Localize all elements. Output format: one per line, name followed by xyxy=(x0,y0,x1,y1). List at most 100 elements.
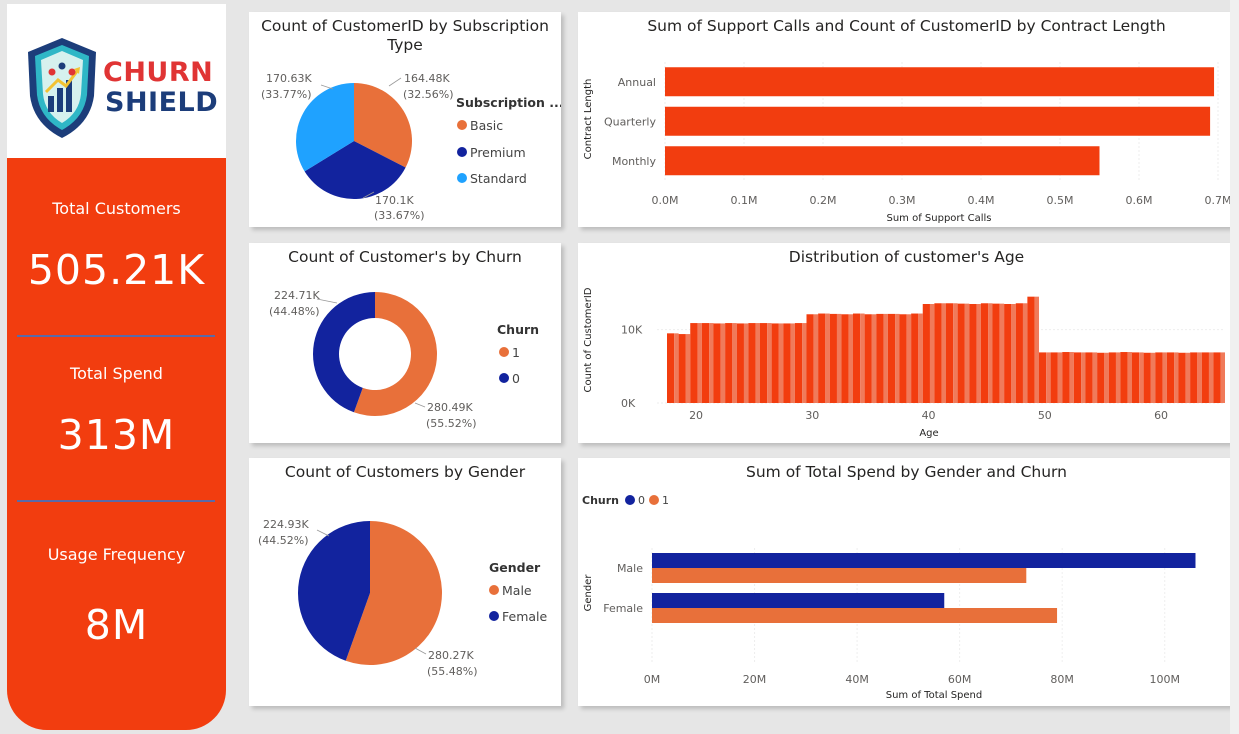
age-x-axis-title: Age xyxy=(919,428,938,439)
age-bar-gap xyxy=(778,323,784,403)
legend-item-churn0[interactable]: 0 xyxy=(512,371,520,386)
pie-slice-churn0[interactable] xyxy=(313,292,375,413)
window-edge xyxy=(1230,0,1239,734)
contract-x-axis-title: Sum of Support Calls xyxy=(886,213,991,224)
bar-annual[interactable] xyxy=(665,67,1215,97)
pie-slice-standard[interactable] xyxy=(296,83,354,172)
age-bar[interactable] xyxy=(934,303,942,403)
age-bar[interactable] xyxy=(667,333,675,403)
pie-slice-female[interactable] xyxy=(297,521,370,661)
age-bar[interactable] xyxy=(1143,352,1151,403)
age-bar[interactable] xyxy=(678,334,686,403)
legend-item-premium[interactable]: Premium xyxy=(470,145,526,160)
legend-item-male[interactable]: Male xyxy=(502,583,532,598)
age-bar-gap xyxy=(1046,352,1051,403)
bar-male-churn1[interactable] xyxy=(652,568,1027,583)
age-bar-gap xyxy=(929,304,935,403)
age-bar[interactable] xyxy=(806,314,814,403)
age-bar[interactable] xyxy=(1062,352,1070,403)
age-bar[interactable] xyxy=(736,323,744,403)
slice-label-basic-value: 164.48K xyxy=(404,72,450,85)
age-bar[interactable] xyxy=(853,313,861,403)
pie-slice-male[interactable] xyxy=(345,521,442,665)
age-bar[interactable] xyxy=(1120,352,1128,403)
age-bar[interactable] xyxy=(1213,352,1221,403)
age-bar[interactable] xyxy=(992,303,1000,403)
age-bar[interactable] xyxy=(841,314,849,403)
age-bar[interactable] xyxy=(1190,352,1198,403)
x-tick-label: 60M xyxy=(948,673,972,686)
age-bar[interactable] xyxy=(1073,352,1082,403)
legend-item-female[interactable]: Female xyxy=(502,609,548,624)
age-bar-gap xyxy=(1197,352,1202,403)
age-bar[interactable] xyxy=(783,323,791,403)
age-bar[interactable] xyxy=(1085,352,1093,403)
age-bar[interactable] xyxy=(1166,352,1175,403)
age-bar[interactable] xyxy=(794,323,803,403)
age-bar[interactable] xyxy=(899,314,907,403)
age-bar[interactable] xyxy=(887,313,896,403)
age-bar-gap xyxy=(1127,352,1132,403)
pie-slice-premium[interactable] xyxy=(304,141,406,199)
age-bar[interactable] xyxy=(980,303,989,403)
kpi-total-spend-label: Total Spend xyxy=(70,364,163,383)
age-bar[interactable] xyxy=(829,313,837,403)
age-bar-gap xyxy=(836,313,842,403)
contract-chart-title: Sum of Support Calls and Count of Custom… xyxy=(647,17,1166,35)
age-bar[interactable] xyxy=(748,323,756,403)
bar-male-churn0[interactable] xyxy=(652,553,1196,568)
contract-bar-card[interactable]: Sum of Support Calls and Count of Custom… xyxy=(578,12,1235,227)
subscription-pie-svg: 164.48K (32.56%) 170.63K (33.77%) 170.1K… xyxy=(261,72,561,222)
bar-monthly[interactable] xyxy=(665,146,1100,176)
legend-item-standard[interactable]: Standard xyxy=(470,171,527,186)
age-bar[interactable] xyxy=(969,304,977,403)
age-bar[interactable] xyxy=(864,314,872,403)
age-bar[interactable] xyxy=(725,323,733,403)
age-bar-gap xyxy=(720,323,726,403)
age-bar[interactable] xyxy=(922,304,930,403)
legend-item-churn1[interactable]: 1 xyxy=(512,345,520,360)
age-bar[interactable] xyxy=(1132,352,1140,403)
gender-pie-card[interactable]: Count of Customers by Gender 224.93K (44… xyxy=(249,458,561,706)
kpi-total-customers-value: 505.21K xyxy=(27,246,206,294)
bar-female-churn0[interactable] xyxy=(652,593,945,608)
age-bar-gap xyxy=(1081,352,1086,403)
age-bar[interactable] xyxy=(1155,352,1163,403)
age-bar[interactable] xyxy=(946,303,954,403)
age-bar[interactable] xyxy=(911,313,919,403)
pie-slice-churn1[interactable] xyxy=(353,292,438,416)
subscription-legend-title: Subscription ... xyxy=(456,95,561,110)
age-bar[interactable] xyxy=(1097,352,1105,403)
age-bar[interactable] xyxy=(701,323,710,403)
age-bar[interactable] xyxy=(690,323,698,403)
age-bar[interactable] xyxy=(1108,352,1116,403)
subscription-pie-card[interactable]: Count of CustomerID by Subscription Type… xyxy=(249,12,561,227)
age-bar[interactable] xyxy=(876,313,884,403)
x-tick-label: 60 xyxy=(1154,409,1168,422)
age-bar[interactable] xyxy=(957,303,965,403)
age-bar-gap xyxy=(1092,352,1098,403)
spend-bar-card[interactable]: Sum of Total Spend by Gender and Churn C… xyxy=(578,458,1235,706)
age-distribution-card[interactable]: Distribution of customer's Age 0K 10K 20 30… xyxy=(578,243,1235,443)
legend-item-basic[interactable]: Basic xyxy=(470,118,503,133)
gender-pie-svg: 224.93K (44.52%) 280.27K (55.48%) Gender… xyxy=(258,518,548,678)
bar-quarterly[interactable] xyxy=(665,106,1211,136)
age-bar-gap xyxy=(790,323,795,403)
age-bar[interactable] xyxy=(1050,352,1058,403)
age-bar[interactable] xyxy=(1015,303,1023,403)
age-bar[interactable] xyxy=(1027,296,1035,403)
age-bar[interactable] xyxy=(818,313,826,403)
age-bar[interactable] xyxy=(1201,352,1209,403)
bar-female-churn1[interactable] xyxy=(652,608,1058,623)
churn-donut-card[interactable]: Count of Customer's by Churn 224.71K (44… xyxy=(249,243,561,443)
age-bar[interactable] xyxy=(1039,352,1047,403)
age-bar[interactable] xyxy=(771,323,779,403)
legend-item-churn0[interactable]: 0 xyxy=(638,494,645,507)
legend-item-churn1[interactable]: 1 xyxy=(662,494,669,507)
age-bar[interactable] xyxy=(1004,304,1012,403)
pie-slice-basic[interactable] xyxy=(354,83,412,168)
age-bar[interactable] xyxy=(1178,352,1186,403)
age-bar[interactable] xyxy=(760,323,768,403)
age-bar[interactable] xyxy=(713,323,721,403)
